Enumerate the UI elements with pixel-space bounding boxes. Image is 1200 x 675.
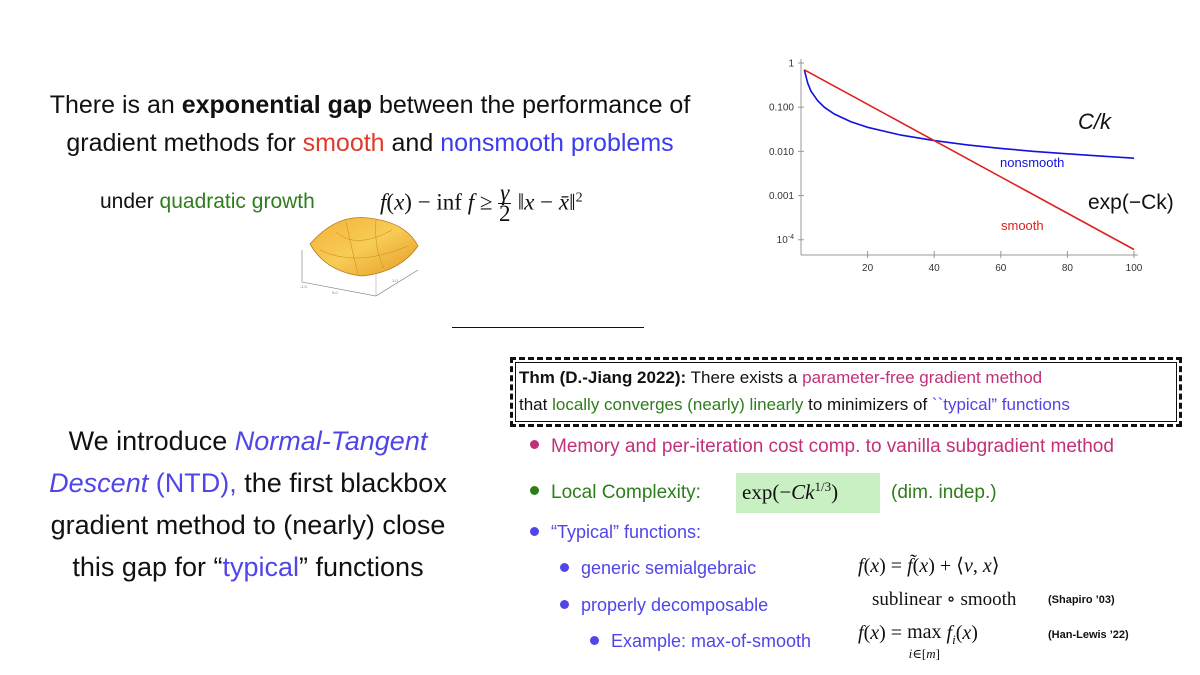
sublinear-smooth-text: sublinear ∘ smooth xyxy=(872,589,1017,610)
bullet-dot-icon xyxy=(530,486,539,496)
intro-text: There is an xyxy=(49,91,182,119)
complexity-formula: exp(−Ck1/3) xyxy=(742,479,839,504)
citation-shapiro: (Shapiro ’03) xyxy=(1048,594,1115,606)
theorem-line-1: Thm (D.-Jiang 2022): There exists a para… xyxy=(519,364,1173,391)
intro-line-1: There is an exponential gap between the … xyxy=(0,86,740,124)
bullet-dot-icon xyxy=(530,440,539,450)
y-tick-label: 0.001 xyxy=(769,191,794,202)
intro-text: gradient methods for xyxy=(66,129,303,157)
intro-line-2: gradient methods for smooth and nonsmoot… xyxy=(0,124,740,162)
svg-text:0.0: 0.0 xyxy=(332,290,338,295)
y-tick-label: 0.100 xyxy=(769,103,794,114)
theorem-text: that xyxy=(519,395,553,414)
typical-text: typical xyxy=(222,552,300,582)
intro-statement: There is an exponential gap between the … xyxy=(0,86,740,162)
max-formula: f(x) = max i∈[m] fi(x) xyxy=(858,621,978,661)
svg-text:1.0: 1.0 xyxy=(392,278,398,283)
bullet-decomposable: properly decomposable xyxy=(560,595,768,616)
qg-prefix: under xyxy=(100,190,160,213)
complexity-highlight-box xyxy=(736,473,880,513)
bullet-semialgebraic: generic semialgebraic xyxy=(560,558,756,579)
citation-han-lewis: (Han-Lewis ’22) xyxy=(1048,629,1129,641)
x-tick-label: 100 xyxy=(1126,263,1143,274)
x-tick-label: 80 xyxy=(1062,263,1074,274)
dim-indep-label: (dim. indep.) xyxy=(891,482,997,503)
smooth-text: smooth xyxy=(302,129,385,157)
chart-lines xyxy=(803,69,1135,251)
theorem-line-2: that locally converges (nearly) linearly… xyxy=(519,391,1173,418)
formula-label-smooth: exp(−Ck) xyxy=(1088,191,1174,214)
bullet-example-text: Example: max-of-smooth xyxy=(611,631,812,651)
ntd-line-4: this gap for “typical” functions xyxy=(18,546,478,588)
formula-label-nonsmooth: C/k xyxy=(1078,109,1112,134)
bullet-local-complexity: Local Complexity: xyxy=(530,482,701,504)
svg-text:-1.0: -1.0 xyxy=(300,284,308,289)
series-label-smooth: smooth xyxy=(1001,218,1044,233)
ntd-line-2: Descent (NTD), the first blackbox xyxy=(18,462,478,504)
ntd-line-3: gradient method to (nearly) close xyxy=(50,510,446,540)
bullet-memory: Memory and per-iteration cost comp. to v… xyxy=(530,436,1114,458)
qg-highlight: quadratic growth xyxy=(159,190,315,213)
convergence-chart: 1 0.100 0.010 0.001 10-4 20 40 60 80 100 nonsmoot… xyxy=(769,59,1174,275)
bullet-dot-icon xyxy=(560,562,569,572)
chart-labels: nonsmooth smooth C/k exp(−Ck) xyxy=(1000,109,1174,233)
ntd-statement: We introduce Normal-Tangent Descent (NTD… xyxy=(18,420,478,588)
exponential-gap-text: exponential gap xyxy=(181,91,373,119)
y-tick-label: 10-4 xyxy=(777,234,794,246)
intro-text: between the performance of xyxy=(372,91,691,119)
bullet-dot-icon xyxy=(560,599,569,609)
ntd-name-text: Normal-Tangent xyxy=(234,426,428,456)
series-line-smooth xyxy=(803,69,1135,251)
bullet-semialgebraic-text: generic semialgebraic xyxy=(581,558,757,578)
bullet-memory-text: Memory and per-iteration cost comp. to v… xyxy=(551,436,1114,457)
y-tick-label: 1 xyxy=(788,59,794,70)
quadratic-growth-formula: f(x) − inf f ≥ γ 2 ‖x − x̄‖2 xyxy=(380,180,583,226)
quadratic-growth-label: under quadratic growth xyxy=(100,190,315,214)
series-line-nonsmooth xyxy=(803,69,1135,159)
x-tick-label: 40 xyxy=(929,263,941,274)
ntd-name-text: Descent xyxy=(49,468,149,498)
x-tick-label: 20 xyxy=(862,263,874,274)
bullet-dot-icon xyxy=(530,526,539,536)
divider-line xyxy=(452,327,644,328)
ntd-text: We introduce xyxy=(68,426,235,456)
theorem-typical-text: ``typical” functions xyxy=(931,395,1070,414)
bullet-example: Example: max-of-smooth xyxy=(590,631,811,652)
ntd-text: the first blackbox xyxy=(236,468,447,498)
bullet-local-complexity-text: Local Complexity: xyxy=(551,482,701,503)
ntd-line-1: We introduce Normal-Tangent xyxy=(18,420,478,462)
theorem-box: Thm (D.-Jiang 2022): There exists a para… xyxy=(510,357,1182,427)
ntd-text: ” functions xyxy=(299,552,424,582)
bullet-typical-text: “Typical” functions: xyxy=(551,522,702,542)
intro-text: and xyxy=(384,129,441,157)
nonsmooth-text: nonsmooth problems xyxy=(440,129,674,157)
theorem-converges-text: locally converges (nearly) linearly xyxy=(552,395,804,414)
tilt-formula: f(x) = f̃(x) + ⟨v, x⟩ xyxy=(858,555,1000,577)
bullet-dot-icon xyxy=(590,635,599,645)
x-tick-label: 60 xyxy=(995,263,1007,274)
theorem-text: to minimizers of xyxy=(803,395,932,414)
quadratic-surface-image: -1.0 0.0 1.0 xyxy=(300,217,419,297)
y-tick-label: 0.010 xyxy=(769,147,794,158)
ntd-text: this gap for “ xyxy=(72,552,223,582)
theorem-label: Thm (D.-Jiang 2022): xyxy=(519,368,687,387)
theorem-text: There exists a xyxy=(686,368,803,387)
ntd-abbrev-text: (NTD), xyxy=(148,468,237,498)
bullet-decomposable-text: properly decomposable xyxy=(581,595,769,615)
series-label-nonsmooth: nonsmooth xyxy=(1000,155,1064,170)
theorem-parameter-free-text: parameter-free gradient method xyxy=(802,368,1043,387)
chart-axes: 1 0.100 0.010 0.001 10-4 20 40 60 80 100 xyxy=(769,59,1143,275)
bullet-typical: “Typical” functions: xyxy=(530,522,701,543)
